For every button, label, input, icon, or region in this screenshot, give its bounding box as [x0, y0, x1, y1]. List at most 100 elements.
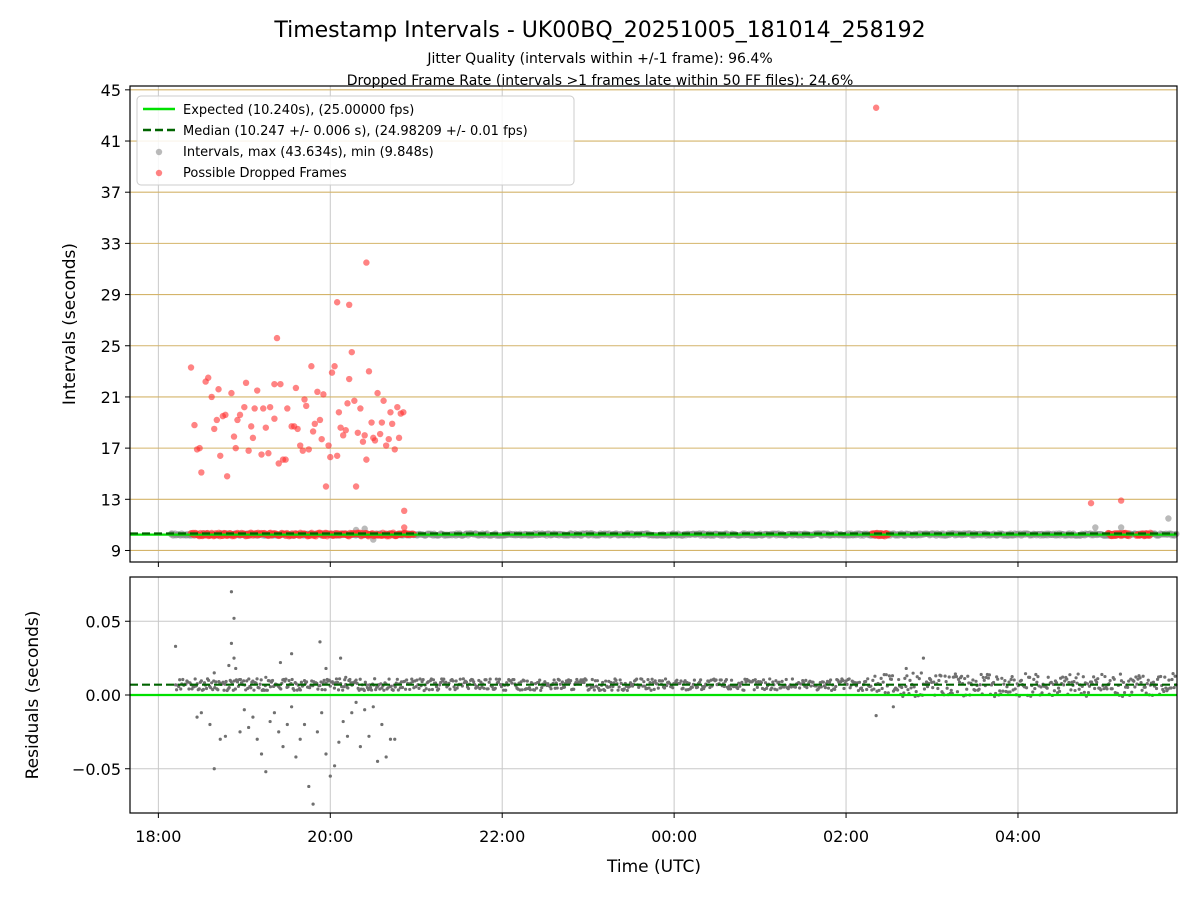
residual-point: [582, 680, 586, 685]
residual-point: [761, 678, 766, 682]
residual-point: [979, 672, 983, 677]
residual-point: [902, 691, 906, 695]
residual-point: [1003, 678, 1007, 683]
intervals-plot-frame: [129, 85, 1178, 563]
residual-point: [801, 678, 805, 683]
residual-point: [622, 687, 626, 691]
residual-point: [343, 678, 347, 682]
residual-point: [1151, 680, 1156, 684]
dropped-frame-point: [211, 425, 218, 433]
residual-point: [557, 678, 561, 682]
residual-point: [771, 680, 775, 684]
dropped-frame-point: [196, 444, 203, 452]
residual-point: [410, 677, 414, 681]
residual-point: [1108, 678, 1112, 683]
residual-point: [699, 678, 703, 682]
dropped-frame-point: [242, 379, 250, 387]
dropped-frame-point: [241, 403, 248, 411]
dropped-frame-point: [371, 437, 379, 444]
residual-point: [227, 663, 231, 668]
residual-point: [341, 719, 345, 724]
residual-point: [891, 705, 895, 709]
residual-point: [278, 660, 283, 665]
residual-point: [880, 686, 884, 691]
residual-point: [768, 677, 772, 681]
residual-point: [1145, 681, 1149, 686]
residual-point: [1144, 691, 1148, 695]
residual-point: [678, 681, 682, 686]
residual-point: [484, 678, 488, 682]
residual-point: [371, 705, 375, 709]
residuals-y-axis-label: Residuals (seconds): [23, 611, 43, 780]
residual-point: [614, 678, 618, 682]
residual-point: [1140, 688, 1144, 692]
residual-point: [595, 679, 600, 683]
residual-point: [339, 656, 343, 660]
residual-point: [362, 688, 366, 693]
residual-point: [1069, 688, 1073, 692]
intervals-y-axis-label: Intervals (seconds): [60, 243, 80, 405]
residual-point: [320, 688, 324, 692]
residual-point: [662, 686, 667, 690]
residual-point: [847, 677, 851, 681]
residual-point: [472, 680, 476, 684]
residual-point: [936, 686, 940, 691]
residual-point: [660, 679, 665, 683]
residual-point: [290, 677, 294, 682]
legend-dropped-swatch: [155, 169, 163, 177]
residual-point: [1046, 675, 1050, 679]
residual-point: [350, 711, 354, 715]
residual-point: [601, 680, 605, 685]
residual-point: [363, 680, 367, 684]
residual-point: [442, 677, 446, 681]
residual-point: [268, 685, 273, 689]
residual-point: [929, 678, 933, 682]
x-tick-label-5: 04:00: [995, 827, 1041, 846]
residual-point: [804, 678, 808, 682]
residual-point: [944, 680, 948, 684]
residual-point: [308, 686, 312, 690]
residual-point: [249, 686, 253, 690]
residual-point: [1139, 680, 1143, 685]
residual-point: [294, 755, 298, 759]
residual-point: [379, 682, 383, 686]
residual-point: [264, 675, 268, 679]
dropped-frame-point: [378, 419, 386, 426]
residual-point: [1023, 672, 1028, 676]
residual-point: [232, 656, 236, 660]
dropped-frame-point: [277, 380, 284, 388]
residual-point: [334, 677, 339, 681]
x-tick-label-1: 20:00: [307, 827, 353, 846]
residual-point: [1134, 675, 1138, 679]
residual-point: [323, 688, 327, 692]
residual-point: [190, 687, 194, 691]
dropped-frame-point: [308, 363, 315, 370]
residual-point: [298, 688, 302, 692]
dropped-frame-point: [395, 434, 403, 442]
residual-point: [931, 686, 935, 690]
residual-point: [1007, 680, 1011, 684]
dropped-frame-point: [1087, 499, 1095, 507]
residual-point: [560, 680, 564, 684]
x-tick-label-0: 18:00: [135, 827, 181, 846]
residual-point: [318, 683, 322, 688]
residual-point: [1110, 687, 1114, 691]
legend: Expected (10.240s), (25.00000 fps) Media…: [136, 95, 575, 186]
residual-point: [336, 688, 341, 692]
intervals-ytick-label-6: 33: [101, 234, 121, 253]
residual-point: [912, 685, 916, 689]
residuals-ytick-label-2: −0.05: [72, 760, 121, 779]
residual-point: [784, 677, 788, 682]
dropped-frame-point: [335, 409, 343, 416]
residual-point: [174, 688, 179, 692]
residual-point: [458, 677, 462, 681]
residual-point: [692, 678, 697, 682]
residual-point: [286, 685, 290, 689]
residual-point: [223, 682, 227, 686]
residual-point: [954, 675, 959, 679]
dropped-frame-point: [363, 259, 370, 266]
residual-point: [798, 686, 802, 690]
dropped-frame-point: [262, 424, 270, 431]
residual-point: [181, 677, 185, 682]
residual-point: [1172, 685, 1176, 690]
